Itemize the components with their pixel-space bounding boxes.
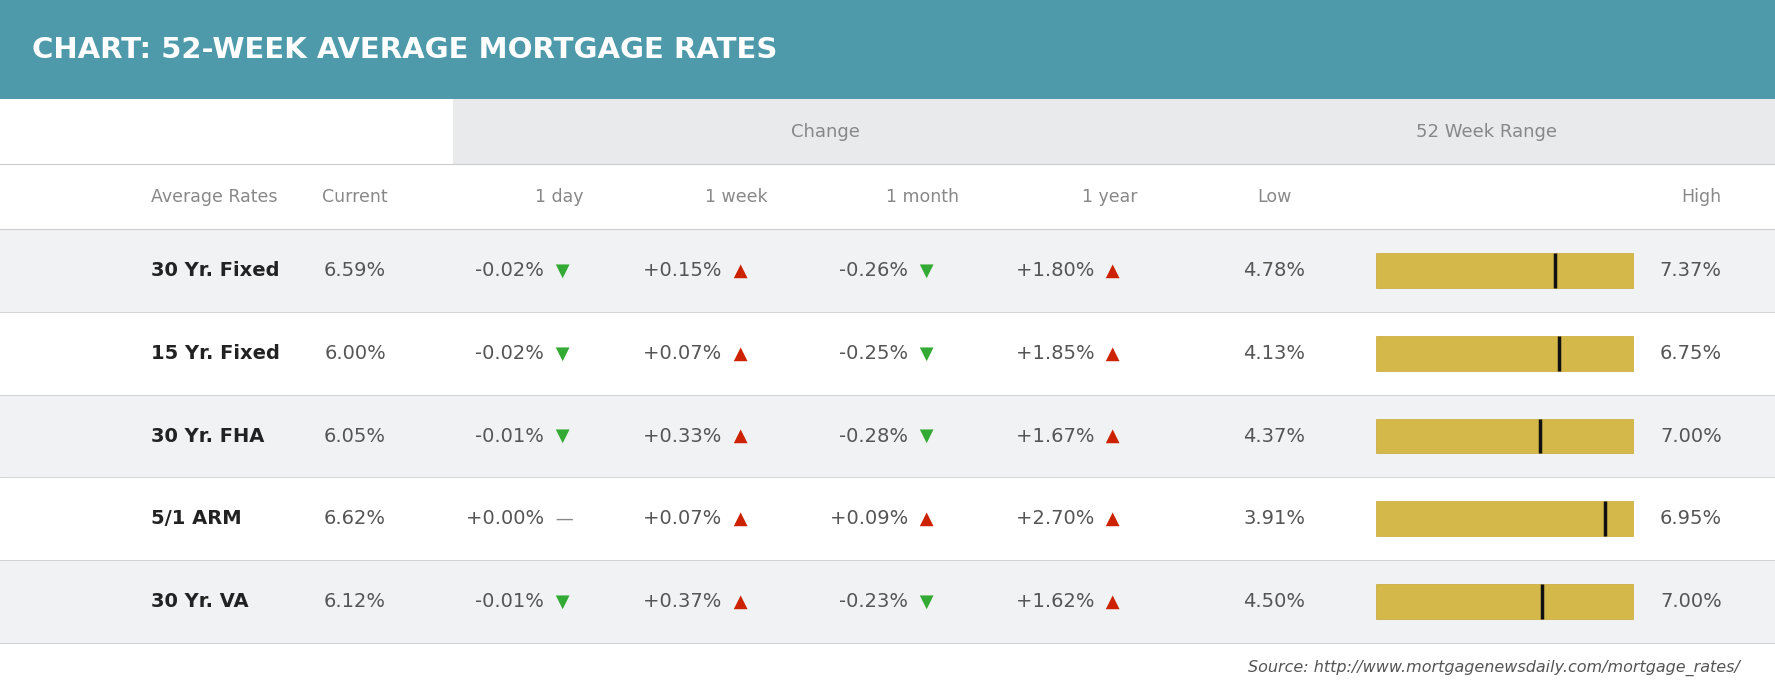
Text: ▼: ▼ — [914, 592, 934, 611]
Text: 6.00%: 6.00% — [325, 344, 385, 363]
Text: —: — — [550, 510, 573, 528]
Text: ▲: ▲ — [728, 261, 747, 280]
Text: Low: Low — [1257, 187, 1292, 206]
Text: -0.28%: -0.28% — [840, 427, 914, 445]
Text: ▼: ▼ — [914, 427, 934, 445]
Bar — [0, 229, 1775, 312]
Text: ▲: ▲ — [1100, 510, 1120, 528]
Bar — [0, 560, 1775, 643]
Bar — [0, 312, 1775, 395]
Text: +2.70%: +2.70% — [1015, 510, 1100, 528]
Text: 6.75%: 6.75% — [1660, 344, 1722, 363]
Text: Current: Current — [323, 187, 387, 206]
Text: ▲: ▲ — [914, 510, 934, 528]
Text: ▼: ▼ — [550, 427, 570, 445]
Text: -0.02%: -0.02% — [476, 344, 550, 363]
Text: 52 Week Range: 52 Week Range — [1416, 122, 1557, 141]
Bar — [1198, 99, 1775, 164]
Text: -0.01%: -0.01% — [476, 427, 550, 445]
Text: ▲: ▲ — [728, 427, 747, 445]
Text: ▼: ▼ — [550, 592, 570, 611]
Text: 30 Yr. VA: 30 Yr. VA — [151, 592, 248, 611]
Text: -0.25%: -0.25% — [840, 344, 914, 363]
Text: 4.13%: 4.13% — [1244, 344, 1305, 363]
Text: 30 Yr. FHA: 30 Yr. FHA — [151, 427, 264, 445]
Text: Source: http://www.mortgagenewsdaily.com/mortgage_rates/: Source: http://www.mortgagenewsdaily.com… — [1248, 659, 1740, 676]
Text: +0.33%: +0.33% — [643, 427, 728, 445]
Text: +1.80%: +1.80% — [1015, 261, 1100, 280]
Bar — [1376, 419, 1633, 453]
Text: ▲: ▲ — [1100, 427, 1120, 445]
Bar — [1376, 584, 1633, 619]
Text: 1 day: 1 day — [534, 187, 584, 206]
Text: -0.01%: -0.01% — [476, 592, 550, 611]
Bar — [453, 99, 1198, 164]
Text: ▼: ▼ — [550, 261, 570, 280]
Text: 15 Yr. Fixed: 15 Yr. Fixed — [151, 344, 280, 363]
Text: ▲: ▲ — [728, 592, 747, 611]
Text: ▲: ▲ — [728, 344, 747, 363]
Text: 6.62%: 6.62% — [325, 510, 385, 528]
Text: -0.26%: -0.26% — [840, 261, 914, 280]
Text: CHART: 52-WEEK AVERAGE MORTGAGE RATES: CHART: 52-WEEK AVERAGE MORTGAGE RATES — [32, 36, 777, 64]
Text: +0.37%: +0.37% — [643, 592, 728, 611]
Text: 30 Yr. Fixed: 30 Yr. Fixed — [151, 261, 279, 280]
Text: +1.67%: +1.67% — [1015, 427, 1100, 445]
Text: +1.62%: +1.62% — [1015, 592, 1100, 611]
Text: -0.23%: -0.23% — [840, 592, 914, 611]
Text: 3.91%: 3.91% — [1244, 510, 1305, 528]
Text: +0.07%: +0.07% — [643, 344, 728, 363]
Text: +0.09%: +0.09% — [829, 510, 914, 528]
Text: 6.05%: 6.05% — [325, 427, 385, 445]
Text: -0.02%: -0.02% — [476, 261, 550, 280]
Text: ▼: ▼ — [550, 344, 570, 363]
Bar — [1376, 336, 1633, 371]
Text: +0.15%: +0.15% — [643, 261, 728, 280]
Text: 7.00%: 7.00% — [1660, 592, 1722, 611]
Bar — [1376, 253, 1633, 288]
Text: +0.00%: +0.00% — [465, 510, 550, 528]
Text: 4.78%: 4.78% — [1244, 261, 1305, 280]
Text: 6.59%: 6.59% — [325, 261, 387, 280]
Text: ▼: ▼ — [914, 344, 934, 363]
Text: 1 year: 1 year — [1081, 187, 1138, 206]
Text: 4.50%: 4.50% — [1244, 592, 1305, 611]
Text: +1.85%: +1.85% — [1015, 344, 1100, 363]
Text: 6.12%: 6.12% — [325, 592, 385, 611]
Bar — [0, 477, 1775, 560]
Text: High: High — [1681, 187, 1722, 206]
Text: 4.37%: 4.37% — [1244, 427, 1305, 445]
Text: ▼: ▼ — [914, 261, 934, 280]
Bar — [1376, 501, 1633, 536]
Text: Average Rates: Average Rates — [151, 187, 277, 206]
Text: 5/1 ARM: 5/1 ARM — [151, 510, 241, 528]
Text: ▲: ▲ — [1100, 261, 1120, 280]
Text: ▲: ▲ — [1100, 344, 1120, 363]
Bar — [0, 395, 1775, 477]
Bar — [0, 0, 1775, 99]
Text: 7.37%: 7.37% — [1660, 261, 1722, 280]
Text: 6.95%: 6.95% — [1660, 510, 1722, 528]
Text: 7.00%: 7.00% — [1660, 427, 1722, 445]
Text: 1 week: 1 week — [705, 187, 769, 206]
Text: ▲: ▲ — [1100, 592, 1120, 611]
Text: Change: Change — [792, 122, 859, 141]
Text: 1 month: 1 month — [886, 187, 960, 206]
Text: ▲: ▲ — [728, 510, 747, 528]
Text: +0.07%: +0.07% — [643, 510, 728, 528]
